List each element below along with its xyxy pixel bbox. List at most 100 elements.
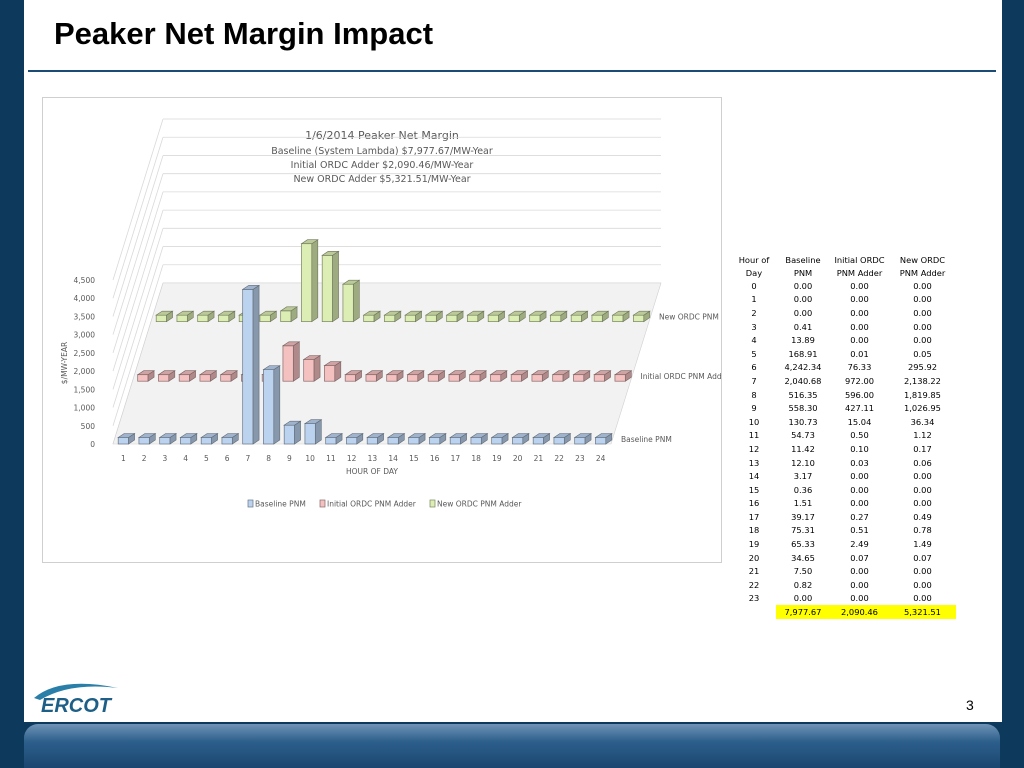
bar [200,432,219,445]
bar-front [325,437,337,445]
bar-front [595,437,607,445]
bar [324,432,344,445]
table-cell: 0.78 [913,525,932,536]
table-cell: 0.00 [913,593,932,604]
bar-top [219,370,239,376]
bar-front [342,283,354,322]
table-row: 12 11.42 0.10 0.17 [732,442,956,456]
bar [300,239,319,323]
table-row: 10 130.73 15.04 36.34 [732,415,956,429]
table-cell: 2,138.22 [904,375,941,386]
bar-front [283,424,295,445]
chart-title-line: Baseline (System Lambda) $7,977.67/MW-Ye… [271,146,493,157]
bar-front [573,374,585,382]
table-cell: 0.00 [913,471,932,482]
bar [466,310,485,323]
table-cell: 0.27 [850,511,869,522]
bar [175,310,195,323]
bar-top [489,370,508,376]
bar-front [365,374,377,382]
page-number: 3 [966,697,974,713]
bar [507,310,527,323]
total-cell: 2,090.46 [830,605,889,619]
bar-top [200,433,219,438]
bar-front [550,314,562,322]
gridline-side [112,137,164,299]
bar-top [510,370,529,376]
table-cell: 1.49 [913,539,932,550]
bar [528,310,548,323]
bar-front [553,437,565,445]
bar-top [428,433,447,438]
bar [490,432,510,445]
bar-top [549,310,568,316]
bar-front [593,374,605,382]
bar-top [613,370,633,376]
table-cell: 7 [751,375,757,386]
pnm-data-table: Hour of Day Baseline PNM Initial ORDC PNM A… [732,254,956,619]
chart-panel: 1/6/2014 Peaker Net Margin Baseline (Syst… [42,97,722,563]
table-cell: 17 [748,511,760,522]
x-tick-label: 18 [471,454,481,463]
bar-front [180,437,192,445]
bar-top [611,310,631,316]
x-tick-label: 1 [121,454,126,463]
bar-top [258,310,278,316]
table-header-row: Hour of Day Baseline PNM Initial ORDC PNM A… [732,254,956,279]
bar-front [221,437,233,445]
bar-front [301,243,313,322]
bar-top [198,370,218,376]
bar-front [197,314,209,322]
bar-front [280,310,292,322]
bar-front [137,374,149,382]
bar-top [466,310,485,316]
bar-front [387,437,399,445]
ercot-logo: ERCOT [34,683,118,717]
y-tick-label: 0 [90,440,95,449]
bar-top [324,433,344,438]
bar-front [220,374,232,382]
bar [468,370,488,382]
table-cell: 15.04 [847,416,872,427]
bar [281,341,301,382]
bar-front [408,437,420,445]
bar-front [158,374,170,382]
table-row: 8 516.35 596.00 1,819.85 [732,388,956,402]
bar-top [551,370,571,376]
bar-front [532,437,544,445]
bar-front [469,374,481,382]
bar-top [157,370,176,376]
bar [594,432,613,445]
bar-top [341,279,361,285]
bar-top [469,433,489,438]
bar-front [259,314,271,322]
bar-top [468,370,488,376]
table-cell: 39.17 [791,511,815,522]
bar [487,310,506,323]
bar [241,284,261,445]
table-row: 7 2,040.68 972.00 2,138.22 [732,374,956,388]
bar [532,432,551,445]
bar-top [321,251,340,256]
bar-front [304,423,316,445]
bar [157,370,176,382]
table-row: 20 34.65 0.07 0.07 [732,551,956,565]
bar-front [407,374,419,382]
x-tick-label: 8 [266,454,271,463]
table-cell: 130.73 [788,416,818,427]
bar-top [155,310,174,316]
bar [427,370,446,382]
bar-front [612,314,624,322]
bar-front [384,314,396,322]
bar-front [591,314,603,322]
bar-front [574,437,586,445]
bar-top [117,433,136,438]
bar [220,432,240,445]
gridline-side [112,173,164,335]
bar-front [199,374,211,382]
table-cell: 0.00 [850,566,869,577]
bar [321,250,340,323]
table-cell: 0.00 [850,498,869,509]
y-tick-label: 3,500 [74,312,96,321]
bar-front [487,314,499,322]
